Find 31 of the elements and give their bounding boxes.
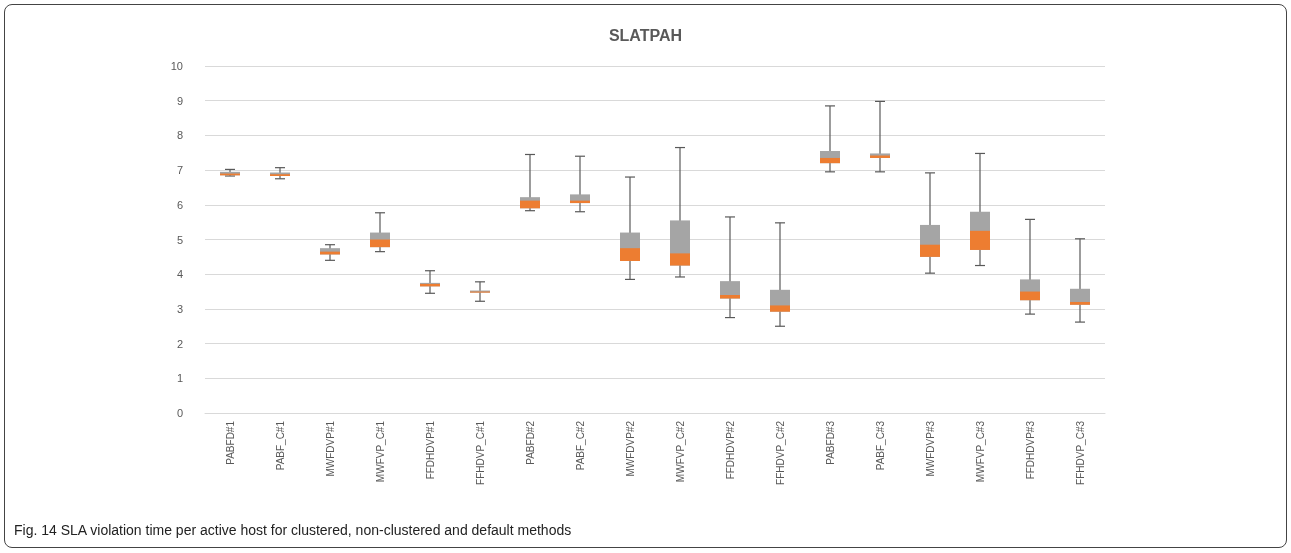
x-tick-label: FFDHDVP#3 [1024, 420, 1036, 480]
x-tick-label: FFHDVP_C#1 [474, 420, 486, 485]
y-tick-label: 0 [176, 407, 183, 419]
y-tick-label: 8 [176, 129, 183, 142]
x-tick-label: FFDHDVP#1 [424, 420, 436, 480]
x-tick-label: FFDHDVP#2 [724, 420, 736, 480]
x-tick-label: PABF_C#3 [874, 420, 886, 471]
y-tick-label: 6 [176, 198, 183, 211]
x-tick-label: MWFDVP#3 [924, 420, 936, 477]
y-tick-label: 1 [176, 372, 183, 385]
y-tick-label: 9 [176, 94, 183, 107]
y-tick-label: 7 [176, 164, 183, 177]
chart-title: SLATPAH [608, 26, 683, 44]
y-tick-label: 2 [176, 337, 183, 350]
x-tick-label: MWFDVP#1 [324, 420, 336, 477]
x-tick-label: PABF_C#1 [274, 420, 286, 471]
y-tick-label: 5 [176, 233, 183, 246]
x-tick-label: PABF_C#2 [574, 420, 586, 471]
x-tick-label: MWFVP_C#2 [674, 420, 686, 483]
y-tick-label: 3 [176, 302, 183, 315]
x-tick-label: MWFDVP#2 [624, 420, 636, 477]
x-tick-label: MWFVP_C#3 [974, 420, 986, 483]
x-tick-label: PABFD#1 [224, 420, 236, 465]
x-tick-label: MWFVP_C#1 [374, 420, 386, 483]
x-tick-label: PABFD#2 [524, 420, 536, 465]
x-tick-label: PABFD#3 [824, 420, 836, 465]
x-tick-label: FFHDVP_C#2 [774, 420, 786, 485]
caption: Fig. 14 SLA violation time per active host for clustered, non-clustered and default methods [14, 522, 572, 538]
y-tick-label: 4 [176, 268, 183, 281]
x-tick-label: FFHDVP_C#3 [1074, 420, 1086, 485]
y-tick-label: 10 [170, 60, 183, 72]
